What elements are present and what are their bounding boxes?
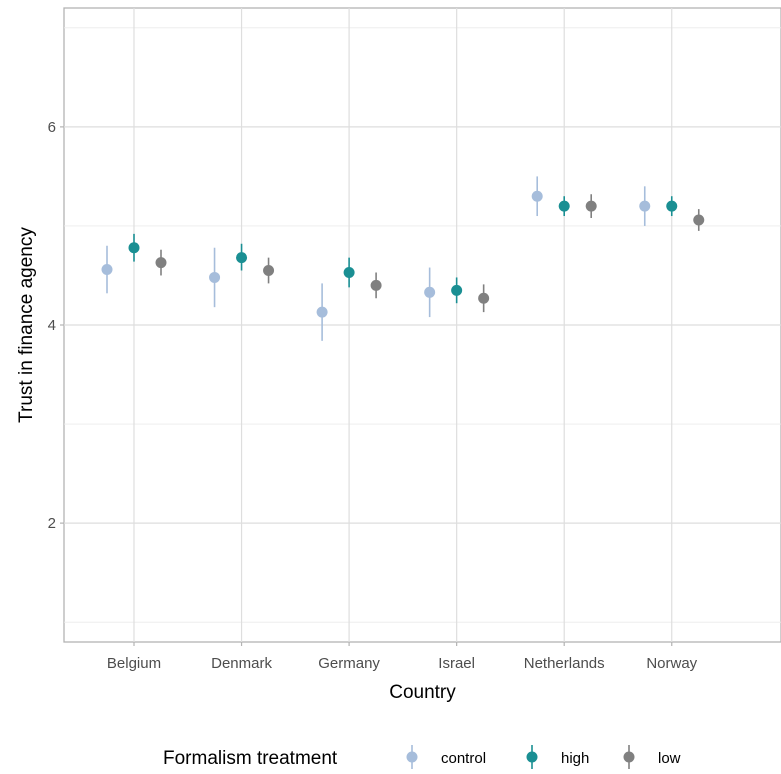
legend-item-low: low	[623, 745, 681, 769]
legend-items: control high low	[406, 745, 681, 769]
point-low	[478, 292, 490, 304]
point-control	[531, 190, 543, 202]
legend-title: Formalism treatment	[163, 748, 338, 769]
point-low	[263, 265, 275, 277]
point-control	[639, 200, 651, 212]
x-tick-label: Israel	[438, 655, 475, 672]
point-low	[155, 257, 167, 269]
legend-label: low	[658, 750, 681, 767]
x-tick-label: Netherlands	[524, 655, 605, 672]
point-low	[693, 214, 705, 226]
legend-key-point	[623, 751, 635, 763]
point-control	[424, 286, 436, 298]
point-control	[101, 264, 113, 276]
gridlines	[64, 8, 781, 642]
point-control	[316, 306, 328, 318]
legend-item-control: control	[406, 745, 486, 769]
x-axis-title: Country	[389, 682, 456, 703]
y-tick-label: 4	[48, 317, 56, 334]
axes: 2 4 6 Belgium Denmark Germany Israel Netherland…	[48, 119, 698, 672]
y-tick-label: 6	[48, 119, 56, 136]
y-tick-label: 2	[48, 515, 56, 532]
x-tick-label: Norway	[646, 655, 697, 672]
point-high	[451, 284, 463, 296]
legend-label: high	[561, 750, 589, 767]
legend: Formalism treatment control high low	[163, 745, 681, 769]
x-tick-label: Germany	[318, 655, 380, 672]
legend-label: control	[441, 750, 486, 767]
y-axis-title: Trust in finance agency	[16, 227, 37, 423]
legend-item-high: high	[526, 745, 589, 769]
point-control	[209, 271, 221, 283]
point-high	[666, 200, 678, 212]
point-high	[128, 242, 140, 254]
x-tick-label: Denmark	[211, 655, 272, 672]
data-marks	[101, 176, 705, 341]
legend-key-point	[406, 751, 418, 763]
legend-key-point	[526, 751, 538, 763]
point-low	[585, 200, 597, 212]
x-tick-label: Belgium	[107, 655, 161, 672]
point-high	[558, 200, 570, 212]
point-high	[236, 252, 248, 264]
point-low	[370, 279, 382, 291]
point-high	[343, 266, 355, 278]
